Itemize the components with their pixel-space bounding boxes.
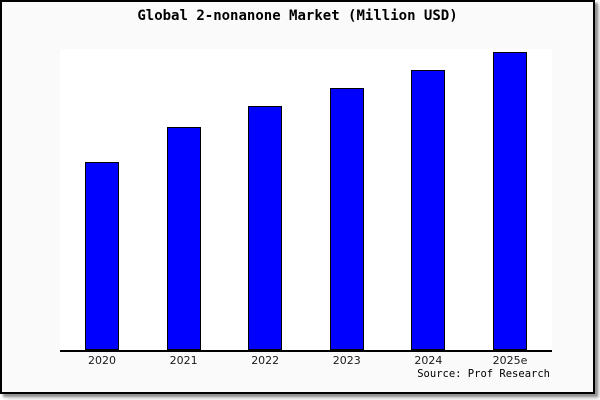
source-label: Source: Prof Research: [417, 368, 550, 380]
x-tick-label-2022: 2022: [251, 354, 280, 367]
bar-2020: [85, 162, 119, 350]
bar-2022: [248, 105, 283, 350]
x-tick-label-2025e: 2025e: [492, 354, 528, 367]
x-tick-label-2020: 2020: [88, 354, 116, 367]
x-ticks: 2020 2021 2022 2023 2024 2025e: [60, 354, 552, 368]
bar-2024: [411, 69, 446, 350]
bar-2025e: [492, 51, 527, 350]
x-tick-label-2023: 2023: [332, 354, 361, 367]
chart-frame: Global 2-nonanone Market (Million USD) 2…: [0, 0, 595, 394]
plot-area: [60, 49, 552, 352]
chart-title: Global 2-nonanone Market (Million USD): [137, 8, 458, 24]
x-tick-label-2024: 2024: [414, 354, 443, 367]
x-tick-label-2021: 2021: [169, 354, 198, 367]
bar-2021: [166, 126, 201, 350]
bars: [60, 49, 552, 350]
bar-2023: [329, 87, 364, 350]
